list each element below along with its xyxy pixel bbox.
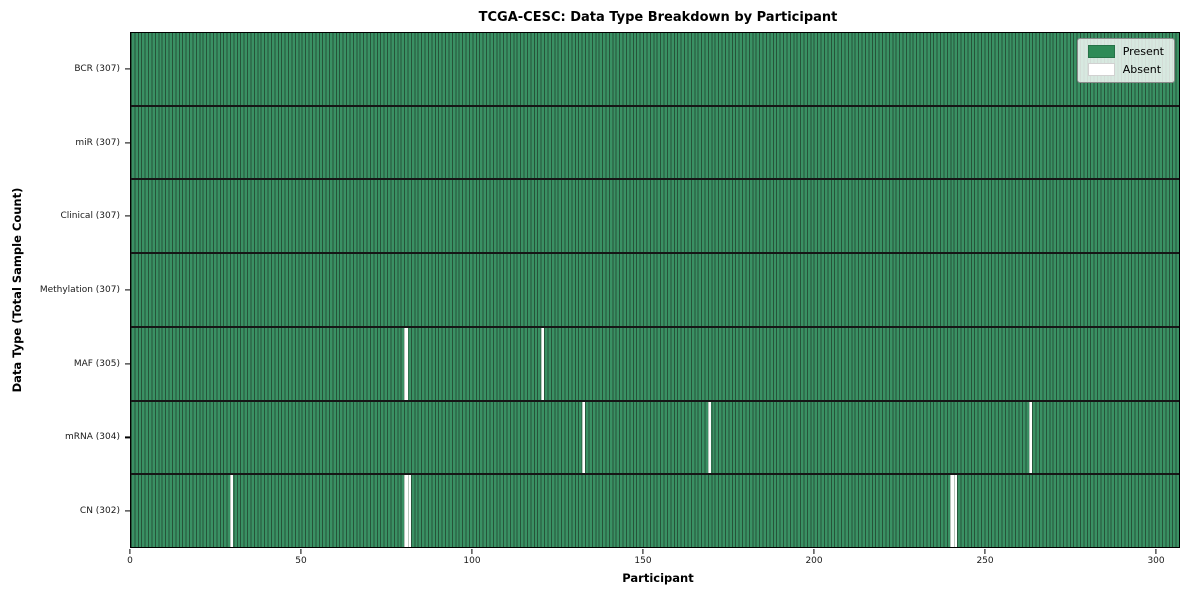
y-tick-mark bbox=[125, 215, 130, 217]
plot-area bbox=[130, 32, 1180, 548]
y-tick-label: miR (307) bbox=[75, 137, 120, 148]
absent-cell bbox=[950, 475, 954, 548]
y-tick-label: mRNA (304) bbox=[65, 432, 120, 443]
heatmap-row-methylation bbox=[131, 254, 1179, 328]
x-tick-label: 0 bbox=[127, 556, 133, 566]
x-tick-mark bbox=[984, 549, 986, 554]
y-axis-ticks: BCR (307) miR (307) Clinical (307) Methylat… bbox=[0, 32, 130, 548]
legend-swatch-absent-icon bbox=[1087, 63, 1115, 76]
legend-swatch-present-icon bbox=[1087, 45, 1115, 58]
absent-cell bbox=[707, 401, 712, 474]
chart-title: TCGA-CESC: Data Type Breakdown by Partic… bbox=[478, 10, 838, 25]
y-tick-label: CN (302) bbox=[79, 506, 120, 517]
absent-cell bbox=[953, 475, 958, 548]
y-tick-label: Clinical (307) bbox=[60, 211, 120, 222]
y-tick-mark bbox=[125, 510, 130, 512]
heatmap-row-mir bbox=[131, 106, 1179, 181]
heatmap-row-maf bbox=[131, 327, 1179, 402]
legend-item-absent: Absent bbox=[1087, 63, 1164, 76]
x-tick-mark bbox=[300, 549, 302, 554]
legend-label-present: Present bbox=[1122, 45, 1164, 58]
absent-cell bbox=[407, 475, 411, 548]
absent-cell bbox=[540, 327, 545, 400]
y-tick-mark bbox=[125, 363, 130, 365]
y-tick-mark bbox=[125, 436, 130, 439]
absent-cell bbox=[404, 327, 408, 400]
x-tick-mark bbox=[1155, 549, 1157, 554]
absent-cell bbox=[229, 475, 234, 548]
heatmap-row-mrna bbox=[131, 401, 1179, 476]
heatmap-row-cn bbox=[131, 475, 1179, 548]
x-tick-mark bbox=[642, 549, 644, 554]
x-tick-label: 200 bbox=[805, 556, 823, 566]
y-tick-label: MAF (305) bbox=[73, 358, 120, 369]
legend-label-absent: Absent bbox=[1122, 63, 1162, 76]
legend: Present Absent bbox=[1076, 38, 1175, 83]
x-axis-label: Participant bbox=[622, 571, 694, 585]
x-tick-mark bbox=[813, 549, 815, 554]
x-tick-label: 100 bbox=[463, 556, 481, 566]
x-tick-mark bbox=[129, 549, 131, 554]
x-axis-ticks: 0 50 100 150 200 250 300 bbox=[127, 548, 1180, 576]
y-tick-label: BCR (307) bbox=[74, 63, 120, 74]
absent-cell bbox=[404, 475, 408, 548]
y-tick-label: Methylation (307) bbox=[39, 285, 120, 295]
heatmap-row-bcr bbox=[131, 33, 1179, 107]
x-tick-label: 300 bbox=[1147, 556, 1165, 566]
absent-cell bbox=[1028, 401, 1033, 474]
x-tick-mark bbox=[471, 549, 473, 554]
heatmap-row-clinical bbox=[131, 180, 1179, 255]
y-tick-mark bbox=[125, 289, 130, 291]
x-tick-label: 50 bbox=[295, 556, 307, 566]
x-tick-label: 250 bbox=[976, 556, 994, 566]
x-tick-label: 150 bbox=[634, 556, 652, 566]
y-tick-mark bbox=[125, 141, 130, 144]
legend-item-present: Present bbox=[1087, 45, 1164, 58]
y-tick-mark bbox=[125, 68, 130, 70]
absent-cell bbox=[581, 401, 585, 474]
